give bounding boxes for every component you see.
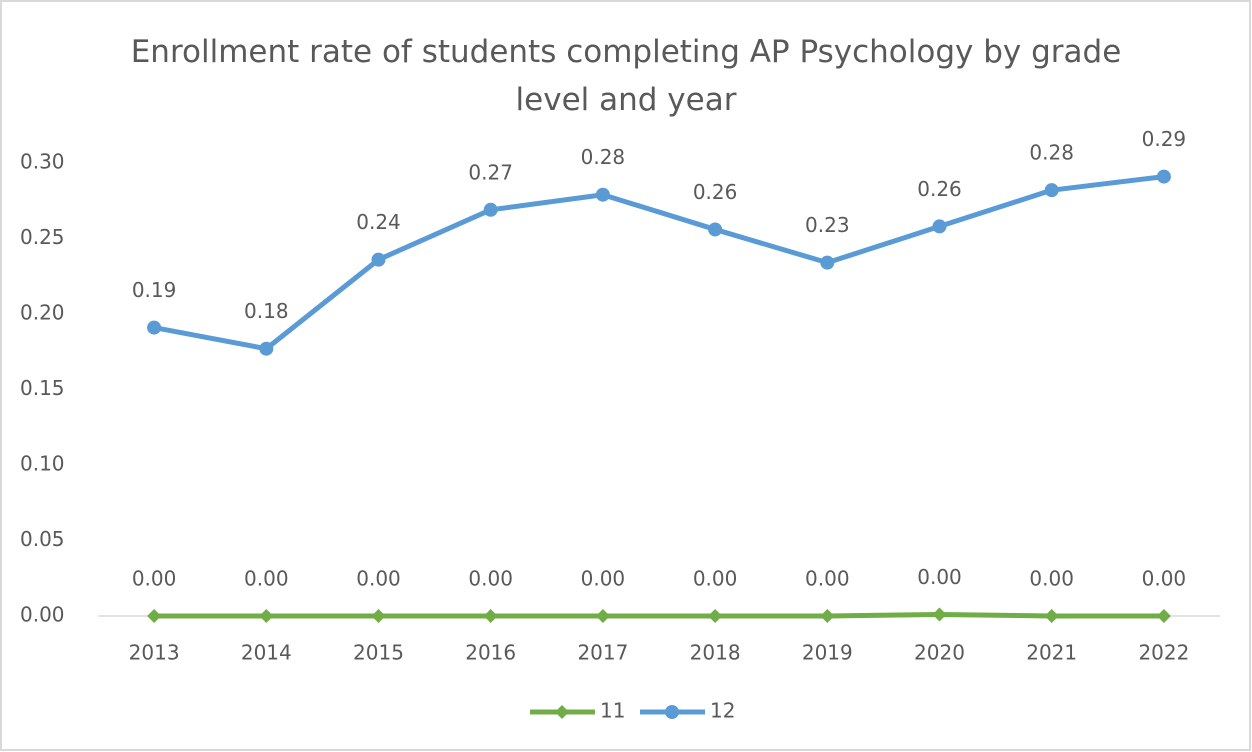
y-tick-label: 0.30: [20, 150, 65, 174]
data-label: 0.00: [468, 567, 513, 591]
data-label: 0.28: [581, 145, 626, 169]
marker: [371, 252, 386, 267]
x-tick-label: 2021: [1026, 641, 1077, 665]
legend-label: 12: [710, 699, 735, 723]
marker: [595, 609, 610, 623]
chart-title: Enrollment rate of students completing A…: [130, 34, 1122, 118]
data-label: 0.24: [356, 210, 401, 234]
data-label: 0.18: [244, 299, 289, 323]
marker: [483, 202, 498, 217]
marker: [1044, 609, 1059, 623]
y-tick-label: 0.05: [20, 527, 65, 551]
x-tick-label: 2016: [465, 641, 516, 665]
marker: [259, 341, 274, 356]
y-tick-label: 0.00: [20, 603, 65, 627]
x-tick-label: 2020: [914, 641, 965, 665]
series-line: [154, 611, 1164, 619]
legend-label: 11: [600, 699, 625, 723]
marker: [708, 222, 723, 237]
data-label: 0.26: [693, 180, 738, 204]
marker: [820, 609, 835, 623]
data-label: 0.27: [468, 160, 513, 184]
marker: [708, 609, 723, 623]
x-tick-label: 2014: [241, 641, 292, 665]
data-label: 0.00: [693, 567, 738, 591]
y-tick-label: 0.20: [20, 301, 65, 325]
data-label: 0.00: [805, 567, 850, 591]
data-label: 0.23: [805, 213, 850, 237]
data-label: 0.00: [1029, 567, 1074, 591]
y-tick-label: 0.10: [20, 452, 65, 476]
series-line: [153, 174, 1165, 352]
y-tick-label: 0.25: [20, 225, 65, 249]
marker: [595, 187, 610, 202]
marker: [259, 609, 274, 623]
marker: [1156, 609, 1171, 623]
data-label: 0.19: [132, 278, 177, 302]
y-tick-label: 0.15: [20, 376, 65, 400]
legend-marker: [665, 705, 679, 719]
marker: [932, 219, 947, 234]
marker: [1156, 169, 1171, 184]
marker: [1044, 183, 1059, 198]
data-label: 0.00: [132, 567, 177, 591]
x-tick-label: 2019: [802, 641, 853, 665]
data-label: 0.28: [1029, 141, 1074, 165]
x-tick-label: 2018: [690, 641, 741, 665]
marker: [147, 609, 162, 623]
x-tick-label: 2015: [353, 641, 404, 665]
data-label: 0.00: [1142, 567, 1187, 591]
data-label: 0.00: [244, 567, 289, 591]
marker: [371, 609, 386, 623]
x-tick-label: 2017: [577, 641, 628, 665]
marker: [820, 255, 835, 270]
data-label: 0.29: [1142, 127, 1187, 151]
data-label: 0.00: [581, 567, 626, 591]
legend-marker: [555, 705, 569, 719]
data-label: 0.26: [917, 177, 962, 201]
marker: [932, 607, 947, 622]
marker: [483, 609, 498, 623]
data-label: 0.00: [356, 567, 401, 591]
x-tick-label: 2022: [1138, 641, 1189, 665]
data-label: 0.00: [917, 565, 962, 589]
marker: [147, 320, 162, 335]
x-tick-label: 2013: [129, 641, 180, 665]
